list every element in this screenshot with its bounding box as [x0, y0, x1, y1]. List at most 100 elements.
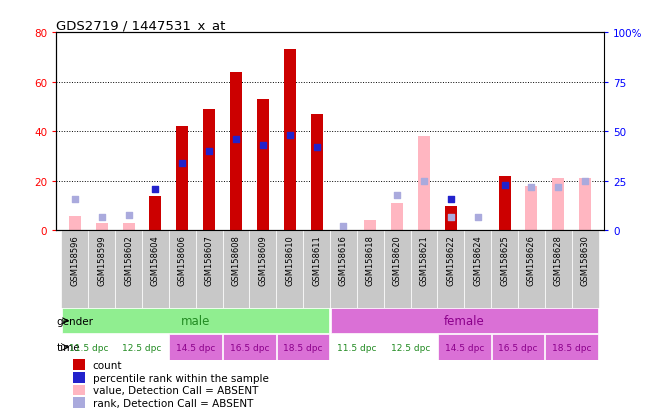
Bar	[418, 137, 430, 231]
Bar	[115, 231, 142, 308]
Text: GSM158616: GSM158616	[339, 235, 348, 285]
Bar	[88, 231, 116, 308]
Point	[150, 186, 161, 192]
Text: GSM158624: GSM158624	[473, 235, 482, 285]
Point	[499, 182, 510, 189]
Bar	[303, 231, 330, 308]
Bar	[383, 231, 411, 308]
Bar	[277, 231, 303, 308]
Bar	[223, 335, 276, 360]
Point	[69, 196, 80, 202]
Point	[284, 133, 295, 139]
Bar	[203, 110, 215, 231]
Text: time: time	[57, 342, 81, 352]
Bar	[384, 335, 437, 360]
Point	[526, 184, 537, 191]
Point	[473, 214, 483, 220]
Bar	[62, 308, 329, 334]
Text: GSM158621: GSM158621	[420, 235, 428, 285]
Point	[177, 160, 187, 167]
Bar	[498, 176, 511, 231]
Bar	[69, 216, 81, 231]
Point	[123, 212, 134, 218]
Bar	[73, 397, 84, 408]
Text: 16.5 dpc: 16.5 dpc	[230, 343, 269, 352]
Text: female: female	[444, 314, 484, 328]
Bar	[61, 231, 88, 308]
Text: GSM158626: GSM158626	[527, 235, 536, 285]
Bar	[249, 231, 277, 308]
Bar	[491, 231, 518, 308]
Bar	[552, 179, 564, 231]
Bar	[445, 206, 457, 231]
Text: GSM158610: GSM158610	[285, 235, 294, 285]
Bar	[330, 231, 357, 308]
Point	[553, 184, 564, 191]
Bar	[123, 223, 135, 231]
Bar	[464, 231, 491, 308]
Text: 14.5 dpc: 14.5 dpc	[445, 343, 484, 352]
Text: 14.5 dpc: 14.5 dpc	[176, 343, 215, 352]
Bar	[284, 50, 296, 231]
Text: 11.5 dpc: 11.5 dpc	[69, 343, 108, 352]
Text: GSM158596: GSM158596	[71, 235, 79, 285]
Bar	[73, 372, 84, 383]
Point	[418, 178, 429, 185]
Bar	[331, 308, 598, 334]
Bar	[545, 335, 598, 360]
Bar	[364, 221, 376, 231]
Text: 18.5 dpc: 18.5 dpc	[552, 343, 591, 352]
Bar	[230, 73, 242, 231]
Text: GDS2719 / 1447531_x_at: GDS2719 / 1447531_x_at	[56, 19, 226, 32]
Text: 16.5 dpc: 16.5 dpc	[498, 343, 538, 352]
Text: GSM158628: GSM158628	[554, 235, 563, 285]
Text: gender: gender	[57, 316, 94, 326]
Text: GSM158602: GSM158602	[124, 235, 133, 285]
Text: count: count	[93, 361, 122, 370]
Text: GSM158630: GSM158630	[581, 235, 589, 285]
Bar	[579, 179, 591, 231]
Bar	[196, 231, 222, 308]
Text: GSM158606: GSM158606	[178, 235, 187, 285]
Text: GSM158607: GSM158607	[205, 235, 214, 285]
Bar	[142, 231, 169, 308]
Text: GSM158625: GSM158625	[500, 235, 509, 285]
Text: 11.5 dpc: 11.5 dpc	[337, 343, 377, 352]
Point	[257, 142, 268, 149]
Bar	[518, 231, 544, 308]
Point	[231, 137, 242, 143]
Bar	[438, 335, 490, 360]
Text: GSM158599: GSM158599	[97, 235, 106, 285]
Bar	[257, 100, 269, 231]
Bar	[544, 231, 572, 308]
Bar	[525, 186, 537, 231]
Bar	[222, 231, 249, 308]
Bar	[438, 231, 464, 308]
Bar	[492, 335, 544, 360]
Text: rank, Detection Call = ABSENT: rank, Detection Call = ABSENT	[93, 398, 253, 408]
Bar	[277, 335, 329, 360]
Text: GSM158622: GSM158622	[446, 235, 455, 285]
Bar	[311, 115, 323, 231]
Bar	[115, 335, 168, 360]
Text: male: male	[181, 314, 211, 328]
Text: percentile rank within the sample: percentile rank within the sample	[93, 373, 269, 383]
Bar	[73, 360, 84, 370]
Point	[392, 192, 403, 199]
Bar	[96, 223, 108, 231]
Text: 18.5 dpc: 18.5 dpc	[283, 343, 323, 352]
Text: GSM158618: GSM158618	[366, 235, 375, 285]
Point	[312, 145, 322, 151]
Bar	[572, 231, 599, 308]
Text: GSM158604: GSM158604	[151, 235, 160, 285]
Text: GSM158608: GSM158608	[232, 235, 240, 285]
Text: GSM158620: GSM158620	[393, 235, 402, 285]
Bar	[391, 204, 403, 231]
Bar	[411, 231, 438, 308]
Bar	[73, 385, 84, 395]
Bar	[331, 335, 383, 360]
Text: GSM158611: GSM158611	[312, 235, 321, 285]
Point	[580, 178, 591, 185]
Point	[204, 148, 214, 155]
Bar	[149, 196, 162, 231]
